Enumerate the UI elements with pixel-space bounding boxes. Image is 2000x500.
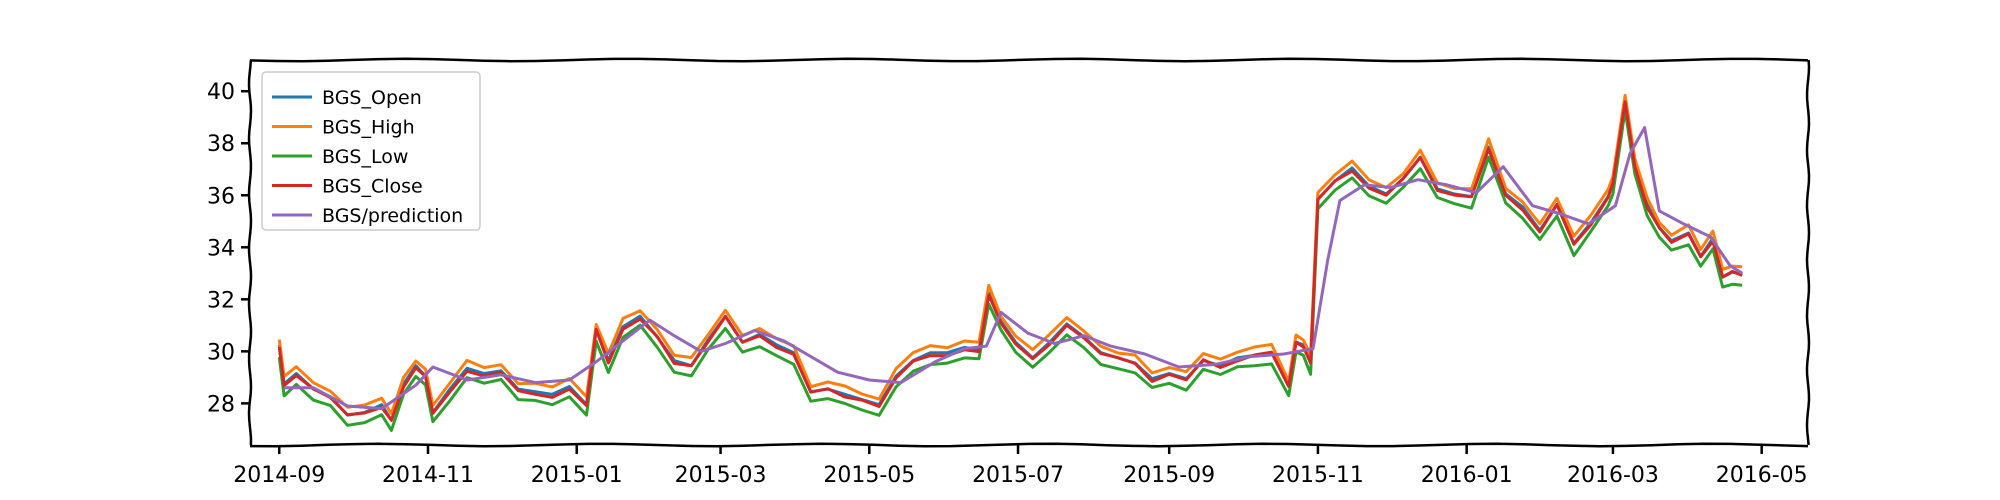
x-tick-label: 2016-03 [1567, 463, 1659, 488]
y-tick-label: 34 [207, 236, 235, 261]
series-line-bgs-prediction [284, 126, 1744, 411]
x-tick-label: 2016-01 [1421, 463, 1513, 488]
legend: BGS_Open BGS_High BGS_Low BGS_Close BGS/pred… [261, 71, 481, 231]
y-tick-label: 28 [207, 392, 235, 417]
y-tick-label: 40 [207, 80, 235, 105]
x-tick-label: 2015-01 [531, 463, 623, 488]
frame-left [247, 59, 253, 446]
x-tick-label: 2015-07 [972, 463, 1064, 488]
x-tick-label: 2014-09 [233, 463, 325, 488]
axes: 28 30 32 34 36 38 40 2014-09 2014-11 2015-01 2015-… [207, 57, 1811, 488]
x-tick-label: 2015-05 [823, 463, 915, 488]
x-tick-label: 2015-03 [675, 463, 767, 488]
x-tick-label: 2015-09 [1123, 463, 1215, 488]
frame-bottom [249, 442, 1809, 448]
y-tick-label: 30 [207, 340, 235, 365]
series-line-bgs-high [277, 93, 1743, 416]
legend-label-bgs-high: BGS_High [322, 117, 415, 139]
legend-label-bgs-open: BGS_Open [322, 87, 422, 109]
frame-right [1805, 59, 1811, 446]
x-tick-label: 2015-11 [1272, 463, 1364, 488]
legend-label-bgs-prediction: BGS/prediction [322, 205, 463, 227]
y-tick-label: 38 [207, 132, 235, 157]
frame-top [249, 57, 1809, 63]
series-layer [277, 93, 1744, 432]
series-line-bgs-close [277, 100, 1743, 422]
x-tick-label: 2016-05 [1716, 463, 1808, 488]
series-line-bgs-low [277, 108, 1743, 432]
y-tick-label: 32 [207, 288, 235, 313]
legend-label-bgs-low: BGS_Low [322, 146, 408, 168]
legend-box [261, 71, 481, 231]
x-tick-label: 2014-11 [382, 463, 474, 488]
legend-label-bgs-close: BGS_Close [322, 176, 423, 198]
y-tick-label: 36 [207, 184, 235, 209]
